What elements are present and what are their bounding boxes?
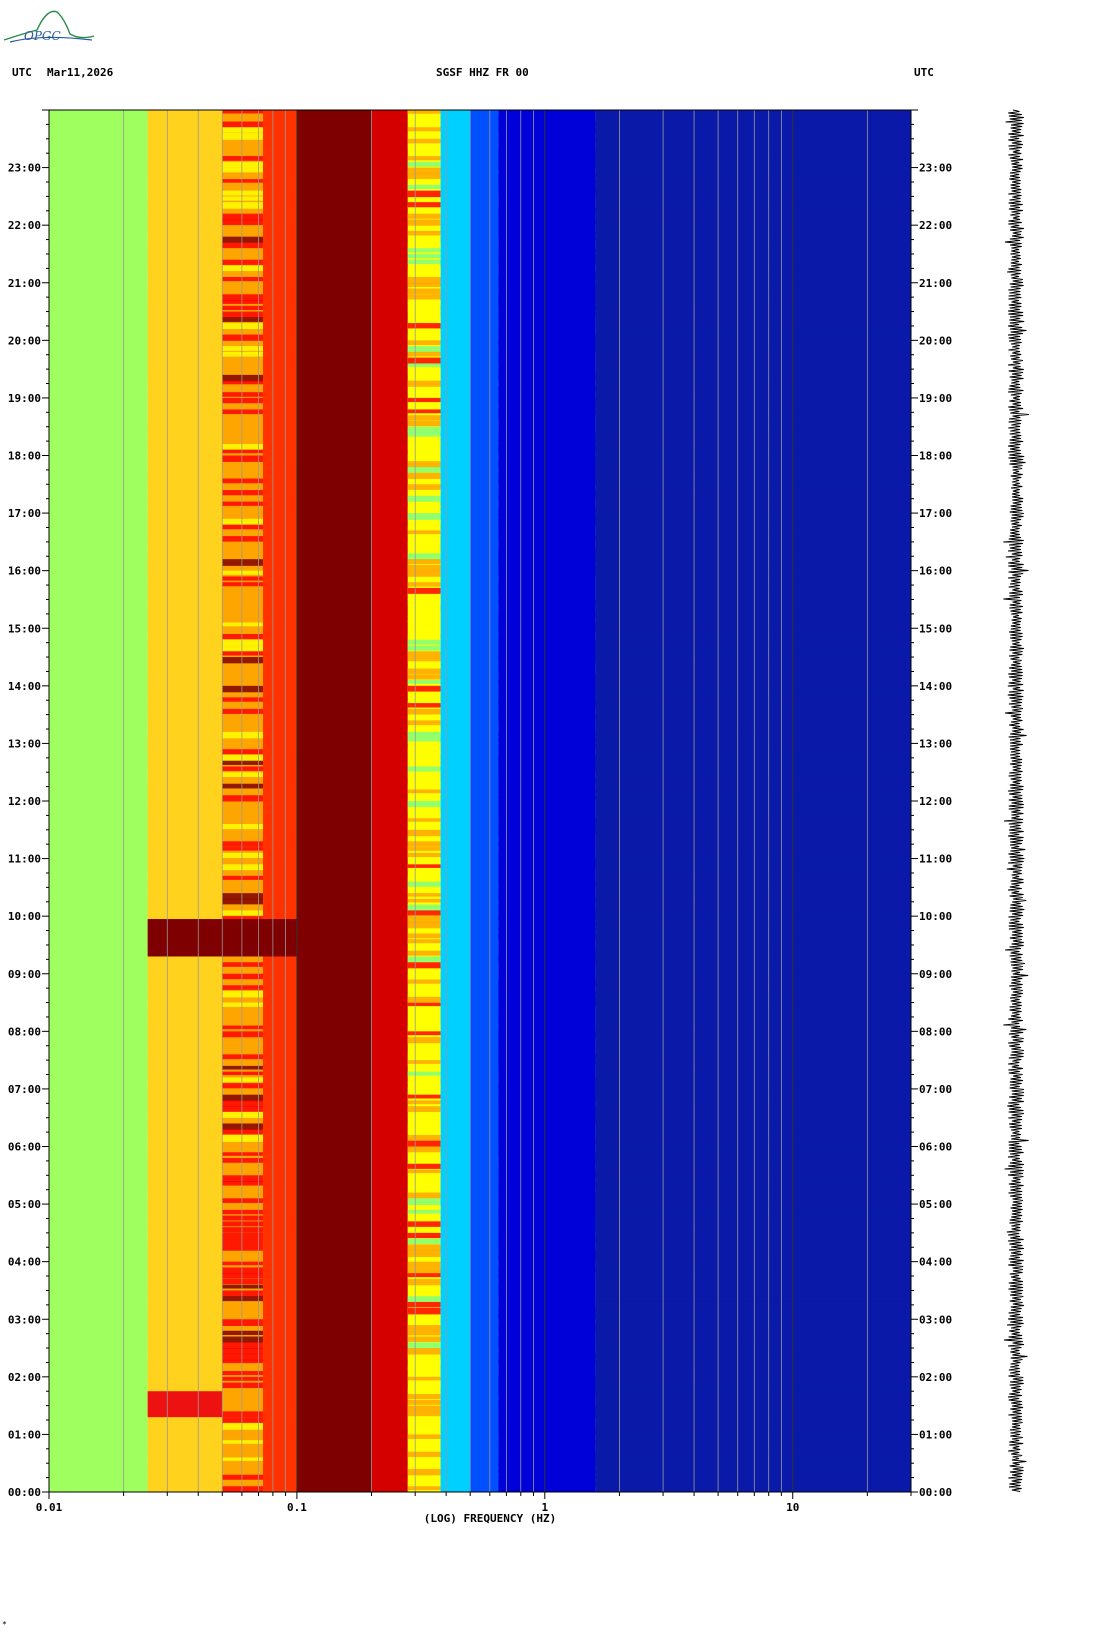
y-tick-label-right: 21:00 <box>919 277 952 290</box>
y-tick-label-left: 09:00 <box>8 968 41 981</box>
y-tick-label-left: 01:00 <box>8 1428 41 1441</box>
band-9 <box>498 110 596 1492</box>
y-tick-label-left: 23:00 <box>8 162 41 175</box>
y-tick-label-left: 20:00 <box>8 334 41 347</box>
x-tick-label: 10 <box>786 1501 799 1514</box>
y-tick-label-right: 05:00 <box>919 1198 952 1211</box>
y-tick-label-right: 11:00 <box>919 853 952 866</box>
band-2 <box>222 110 264 1492</box>
y-tick-label-right: 12:00 <box>919 795 952 808</box>
y-tick-label-left: 15:00 <box>8 622 41 635</box>
y-tick-label-right: 07:00 <box>919 1083 952 1096</box>
y-tick-label-right: 22:00 <box>919 219 952 232</box>
date-label: Mar11,2026 <box>47 66 114 79</box>
y-tick-label-right: 16:00 <box>919 565 952 578</box>
y-tick-label-right: 01:00 <box>919 1428 952 1441</box>
y-tick-label-left: 04:00 <box>8 1256 41 1269</box>
seismogram-trace <box>1003 109 1029 1492</box>
band-3 <box>263 110 297 1492</box>
y-tick-label-right: 10:00 <box>919 910 952 923</box>
y-tick-label-right: 18:00 <box>919 450 952 463</box>
y-tick-label-left: 03:00 <box>8 1313 41 1326</box>
y-tick-label-left: 13:00 <box>8 737 41 750</box>
y-tick-label-right: 19:00 <box>919 392 952 405</box>
x-axis: 0.01 0.1 1 10 <box>36 1492 912 1514</box>
x-axis-title: (LOG) FREQUENCY (HZ) <box>424 1512 556 1525</box>
y-tick-label-right: 04:00 <box>919 1256 952 1269</box>
y-tick-label-right: 17:00 <box>919 507 952 520</box>
y-tick-label-right: 13:00 <box>919 737 952 750</box>
y-tick-label-right: 03:00 <box>919 1313 952 1326</box>
y-tick-label-right: 00:00 <box>919 1486 952 1499</box>
y-tick-label-right: 09:00 <box>919 968 952 981</box>
y-tick-label-left: 14:00 <box>8 680 41 693</box>
y-tick-label-left: 11:00 <box>8 853 41 866</box>
y-tick-label-right: 08:00 <box>919 1025 952 1038</box>
y-tick-label-left: 16:00 <box>8 565 41 578</box>
band-10 <box>595 110 911 1492</box>
y-tick-label-left: 07:00 <box>8 1083 41 1096</box>
y-tick-label-left: 19:00 <box>8 392 41 405</box>
band-8 <box>470 110 499 1492</box>
x-tick-label: 1 <box>541 1501 548 1514</box>
band-0 <box>49 110 148 1492</box>
y-tick-label-left: 17:00 <box>8 507 41 520</box>
utc-label-left: UTC <box>12 66 32 79</box>
footnote-mark: * <box>2 1620 7 1629</box>
y-axis-right: 00:00 01:00 02:00 03:00 04:00 05:00 06:00 07:00… <box>911 109 952 1499</box>
y-tick-label-left: 22:00 <box>8 219 41 232</box>
y-tick-label-right: 23:00 <box>919 162 952 175</box>
y-tick-label-left: 06:00 <box>8 1141 41 1154</box>
y-tick-label-left: 00:00 <box>8 1486 41 1499</box>
y-tick-label-right: 20:00 <box>919 334 952 347</box>
band-4 <box>296 110 372 1492</box>
y-tick-label-left: 08:00 <box>8 1025 41 1038</box>
svg-text:OPGC: OPGC <box>24 29 61 43</box>
band-6 <box>407 110 441 1492</box>
y-tick-label-left: 21:00 <box>8 277 41 290</box>
y-axis-left: 00:00 01:00 02:00 03:00 04:00 05:00 06:00 07:00… <box>8 109 49 1499</box>
y-tick-label-right: 15:00 <box>919 622 952 635</box>
frequency-gridlines <box>49 110 911 1492</box>
y-tick-label-left: 05:00 <box>8 1198 41 1211</box>
y-tick-label-left: 18:00 <box>8 450 41 463</box>
band-7 <box>440 110 471 1492</box>
y-tick-label-right: 06:00 <box>919 1141 952 1154</box>
x-tick-label: 0.01 <box>36 1501 63 1514</box>
y-tick-label-left: 12:00 <box>8 795 41 808</box>
opgc-logo: OPGC <box>3 10 95 43</box>
event-1 <box>147 1391 223 1418</box>
y-tick-label-right: 02:00 <box>919 1371 952 1384</box>
utc-label-right: UTC <box>914 66 934 79</box>
x-tick-label: 0.1 <box>287 1501 307 1514</box>
station-title: SGSF HHZ FR 00 <box>436 66 529 79</box>
band-5 <box>371 110 408 1492</box>
y-tick-label-right: 14:00 <box>919 680 952 693</box>
spectrogram-heatmap <box>49 110 911 1492</box>
y-tick-label-left: 10:00 <box>8 910 41 923</box>
band-1 <box>147 110 223 1492</box>
y-tick-label-left: 02:00 <box>8 1371 41 1384</box>
